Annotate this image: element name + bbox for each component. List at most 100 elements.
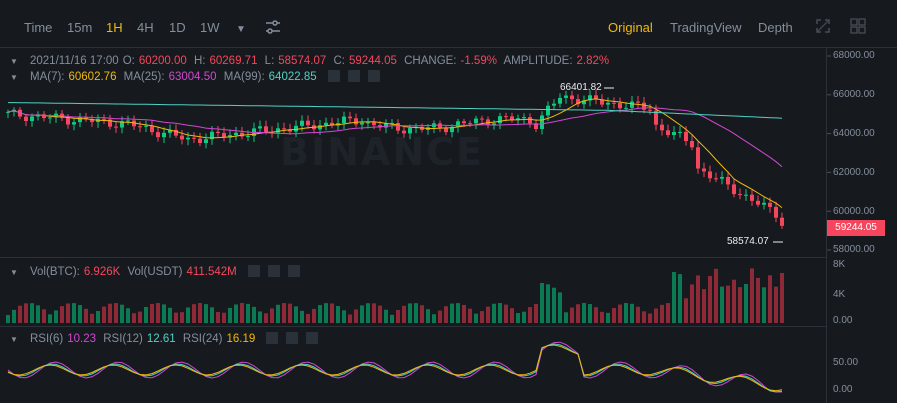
volume-bar <box>762 287 766 323</box>
ohlc-info-row: 2021/11/16 17:00 O: 60200.00 H: 60269.71 L:… <box>30 54 613 68</box>
rsi-visibility-icon[interactable] <box>266 332 279 344</box>
volume-axis-label: 0.00 <box>833 315 853 326</box>
view-original[interactable]: Original <box>608 20 653 35</box>
volume-bar <box>420 305 424 323</box>
price-axis-divider <box>826 48 827 403</box>
volume-bar <box>390 314 394 323</box>
volume-bar <box>306 313 310 323</box>
volume-bar <box>780 273 784 323</box>
view-tradingview[interactable]: TradingView <box>670 20 742 35</box>
volume-bar <box>468 308 472 323</box>
candle-body <box>738 194 742 196</box>
vol-visibility-icon[interactable] <box>247 265 260 277</box>
volume-bar <box>528 307 532 323</box>
candle-body <box>678 131 682 133</box>
interval-1d[interactable]: 1D <box>169 20 186 35</box>
candle-body <box>558 97 562 104</box>
volume-bar <box>636 306 640 323</box>
ma-settings-icon[interactable] <box>347 70 360 82</box>
interval-4h[interactable]: 4H <box>137 20 154 35</box>
volume-bar <box>192 304 196 323</box>
candle-body <box>468 123 472 125</box>
vol-collapse-caret-icon[interactable]: ▼ <box>10 268 18 277</box>
volume-bar <box>354 309 358 323</box>
volume-axis-label: 8K <box>833 259 846 270</box>
volume-bar <box>396 310 400 323</box>
volume-bar <box>204 304 208 323</box>
volume-bar <box>282 303 286 323</box>
rsi12-label: RSI(12) <box>103 333 143 345</box>
volume-bar <box>684 298 688 323</box>
candle-body <box>162 132 166 138</box>
ma-visibility-icon[interactable] <box>327 70 340 82</box>
candle-body <box>552 103 556 106</box>
volume-bar <box>600 311 604 323</box>
volume-bar <box>36 305 40 323</box>
volume-bar <box>654 308 658 323</box>
volume-bar <box>744 284 748 323</box>
candle-body <box>594 95 598 100</box>
volume-bar <box>666 303 670 323</box>
rsi-settings-icon[interactable] <box>286 332 299 344</box>
ma25-line <box>7 107 783 168</box>
interval-15m[interactable]: 15m <box>67 20 93 35</box>
candle-body <box>306 120 310 126</box>
interval-dropdown-icon[interactable]: ▼ <box>236 24 246 35</box>
volume-bar <box>210 307 214 323</box>
indicator-settings-icon[interactable] <box>264 18 282 40</box>
candle-body <box>156 132 160 138</box>
view-depth[interactable]: Depth <box>758 20 793 35</box>
volume-bar <box>492 303 496 323</box>
ma99-label: MA(99): <box>223 71 265 83</box>
vol-usdt-label: Vol(USDT) <box>127 266 183 278</box>
volume-axis-label: 4K <box>833 289 846 300</box>
ma-collapse-caret-icon[interactable]: ▼ <box>10 73 18 82</box>
candle-body <box>606 102 610 105</box>
candle-body <box>186 137 190 140</box>
fullscreen-icon[interactable] <box>815 18 831 38</box>
candle-body <box>294 125 298 132</box>
rsi-close-icon[interactable] <box>306 332 319 344</box>
rsi-pane-divider[interactable] <box>0 326 826 327</box>
volume-bar <box>294 306 298 323</box>
candle-body <box>210 131 214 140</box>
volume-bar <box>708 275 712 323</box>
low-value: 58574.07 <box>278 55 327 67</box>
layout-grid-icon[interactable] <box>850 18 866 38</box>
volume-bar <box>714 268 718 323</box>
rsi-collapse-caret-icon[interactable]: ▼ <box>10 335 18 344</box>
volume-bar <box>618 304 622 323</box>
open-value: 60200.00 <box>138 55 187 67</box>
candle-body <box>222 133 226 138</box>
volume-bar <box>54 310 58 323</box>
volume-bar <box>732 279 736 323</box>
interval-1h[interactable]: 1H <box>106 20 123 35</box>
volume-bar <box>156 303 160 323</box>
volume-bar <box>540 283 544 323</box>
volume-bar <box>6 315 10 323</box>
candle-body <box>510 116 514 121</box>
volume-bar <box>738 287 742 323</box>
vol-close-icon[interactable] <box>287 265 300 277</box>
volume-bar <box>324 303 328 323</box>
interval-1w[interactable]: 1W <box>200 20 220 35</box>
volume-bar <box>198 303 202 323</box>
candle-body <box>366 122 370 124</box>
vol-settings-icon[interactable] <box>267 265 280 277</box>
ma-close-icon[interactable] <box>367 70 380 82</box>
volume-bar <box>570 307 574 323</box>
volume-bar <box>12 309 16 323</box>
volume-bar <box>132 313 136 323</box>
volume-bar <box>66 303 70 323</box>
candle-body <box>114 126 118 128</box>
volume-bar <box>114 303 118 323</box>
candle-body <box>714 178 718 180</box>
collapse-caret-icon[interactable]: ▼ <box>10 57 18 66</box>
candle-body <box>672 131 676 136</box>
volume-pane-divider[interactable] <box>0 257 826 258</box>
interval-time[interactable]: Time <box>24 20 53 35</box>
price-axis-label: 62000.00 <box>833 167 875 178</box>
volume-bar <box>474 313 478 323</box>
candle-body <box>264 126 268 132</box>
